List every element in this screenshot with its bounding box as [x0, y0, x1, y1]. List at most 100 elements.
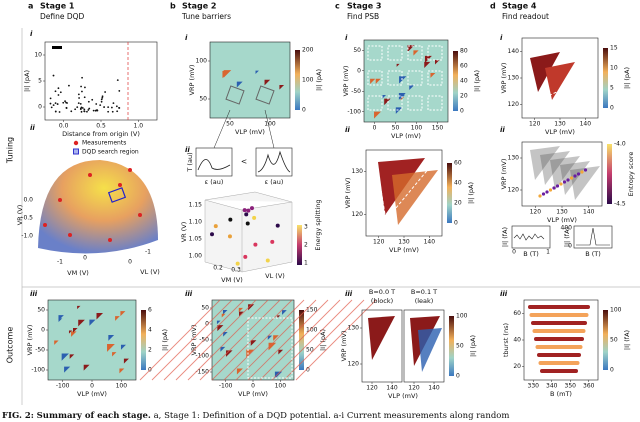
x-tick-label: 0.5	[96, 123, 106, 130]
hatch	[259, 299, 341, 381]
inset-frame	[195, 147, 233, 177]
colorbar	[297, 225, 302, 265]
colorbar-label: |I| (pA)	[623, 67, 631, 89]
heatmap-feature	[83, 364, 90, 371]
sample-point	[253, 242, 258, 247]
heatmap-feature	[279, 84, 285, 90]
colorbar-tick-label: 60	[460, 63, 468, 70]
x-axis-label: VM (V)	[221, 276, 243, 284]
oscillation-band	[528, 305, 590, 309]
y-tick-label: -50	[351, 88, 361, 95]
row-label: Outcome	[6, 327, 15, 364]
x-axis-label: VLP (mV)	[77, 390, 107, 398]
y-tick-label: 60	[513, 310, 521, 317]
y-tick-label: 120	[508, 101, 520, 108]
hatch	[247, 299, 329, 381]
plot-frame	[363, 39, 449, 123]
y-axis-label: VRP (mV)	[344, 178, 352, 209]
plot-frame	[209, 41, 291, 119]
panel-label: i	[500, 34, 503, 42]
trace-point	[100, 100, 103, 103]
heatmap-feature	[267, 335, 273, 340]
shadow-triangle	[540, 151, 570, 185]
colorbar-label: |I| (pA)	[315, 69, 323, 91]
sample-point	[228, 217, 233, 222]
colorbar-label: Entropy score	[627, 152, 635, 197]
x-tick-label: 130	[556, 209, 568, 216]
x-tick-label: 0.2	[213, 265, 223, 272]
inset-frame	[255, 147, 293, 177]
heatmap-feature	[399, 76, 407, 84]
y-axis-label: VR (V)	[16, 205, 24, 226]
colorbar-tick-label: 1	[304, 260, 308, 267]
caption: FIG. 2: Summary of each stage. a, Stage …	[2, 411, 509, 421]
connector	[264, 109, 275, 149]
y-tick-label: 0	[41, 327, 45, 334]
x-axis-label: VLP (mV)	[238, 390, 268, 398]
heatmap-feature	[239, 311, 244, 317]
plot-frame	[403, 309, 445, 383]
y-tick-label: 50	[199, 96, 207, 103]
heatmap-feature	[89, 319, 96, 326]
legend-dot	[73, 140, 79, 146]
oscillation-band	[535, 345, 583, 349]
colorbar	[299, 310, 304, 370]
trace-point	[80, 85, 82, 88]
heatmap-feature	[277, 315, 281, 319]
sample-point	[249, 206, 254, 211]
sample-point	[244, 212, 249, 217]
trace-point	[116, 110, 119, 113]
colorbar-tick-label: 0	[454, 220, 458, 227]
trace-point	[65, 101, 68, 104]
colorbar-tick-label: 0	[306, 367, 310, 374]
triangle-outline	[375, 154, 442, 222]
trace-point	[62, 101, 65, 104]
heatmap-feature	[409, 85, 414, 91]
heatmap-feature	[398, 93, 406, 100]
oscillation-band	[534, 337, 584, 341]
x-tick-label: 0	[83, 255, 87, 262]
subplot-title: B=0.0 T	[369, 288, 395, 296]
sample-point	[242, 208, 247, 213]
heatmap-feature	[221, 313, 226, 318]
measurement	[138, 213, 142, 217]
candidate-box	[387, 95, 403, 111]
z-tick-label: 0	[128, 259, 132, 266]
y-tick-label: 1.00	[189, 253, 203, 260]
x-axis-label: VM (V)	[67, 269, 89, 277]
heatmap-feature	[407, 45, 415, 53]
panel-label: iii	[185, 290, 193, 298]
hatch	[295, 299, 377, 381]
heatmap-feature	[424, 61, 431, 68]
heatmap-feature	[370, 78, 376, 85]
y-axis-label: VRP (mV)	[500, 159, 508, 190]
heatmap-feature	[120, 344, 126, 350]
hatch	[175, 299, 257, 381]
x-tick-label: 50	[392, 125, 400, 132]
heatmap-feature	[54, 340, 59, 345]
x-tick-label: 100	[411, 125, 423, 132]
y-tick-label: 120	[348, 361, 360, 368]
hatch	[235, 299, 317, 381]
colorbar-label: |I| (pA)	[319, 329, 327, 351]
x-axis-label: VLP (mV)	[235, 128, 265, 136]
legend-patch	[52, 46, 62, 49]
y-tick-label: -50	[35, 347, 45, 354]
subplot-title: (block)	[371, 297, 393, 305]
trace-point	[107, 106, 110, 108]
heatmap-feature	[255, 70, 259, 75]
trace-point	[101, 96, 104, 99]
colorbar-tick-label: 200	[302, 47, 314, 54]
hatch	[223, 299, 305, 381]
candidate-box	[427, 45, 443, 61]
measurement	[118, 183, 122, 187]
x-tick-label: 120	[366, 385, 378, 392]
colorbar	[607, 144, 612, 204]
colorbar	[447, 163, 452, 223]
trace-point	[79, 102, 82, 105]
x-tick-label: 360	[583, 383, 595, 390]
plot-frame	[44, 41, 158, 121]
y-axis-label: VRP (mV)	[188, 65, 196, 96]
heatmap-feature	[264, 79, 271, 86]
heatmap-feature	[236, 81, 243, 88]
